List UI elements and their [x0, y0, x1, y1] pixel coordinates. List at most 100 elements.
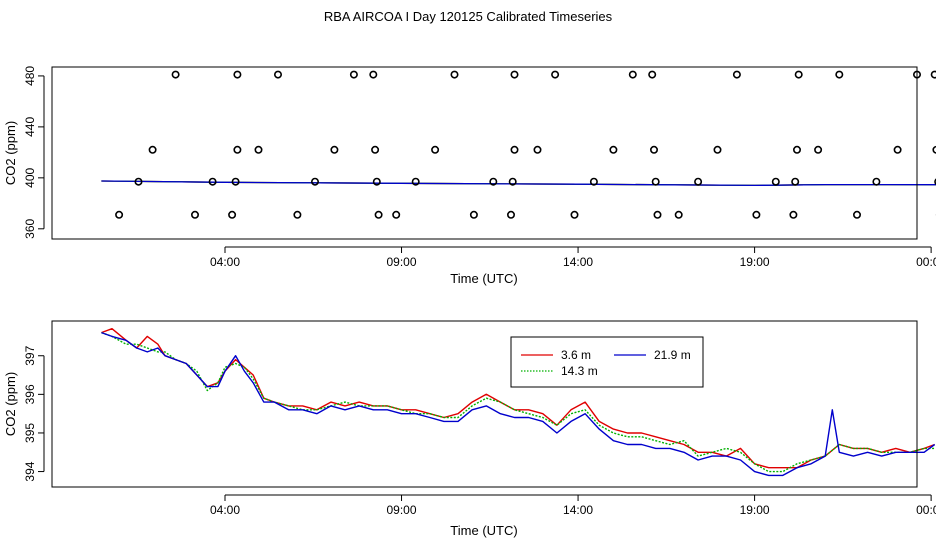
top-data-point [469, 210, 478, 219]
top-data-point [510, 70, 519, 79]
top-data-point [310, 177, 319, 186]
bottom-y-tick-label: 397 [23, 345, 37, 365]
legend-label-21-9m: 21.9 m [654, 348, 691, 362]
top-y-tick-label: 440 [23, 117, 37, 137]
top-x-tick-label: 14:00 [563, 255, 593, 269]
top-data-point [115, 210, 124, 219]
top-data-point [653, 210, 662, 219]
top-data-point [934, 178, 936, 186]
bottom-plot-area [101, 328, 936, 477]
top-data-point [628, 70, 637, 79]
top-y-tick-label: 400 [23, 168, 37, 188]
bottom-y-tick-label: 396 [23, 384, 37, 404]
top-data-point [506, 210, 515, 219]
top-data-point [713, 145, 722, 154]
bottom-y-axis-label: CO2 (ppm) [3, 372, 18, 436]
top-data-point [349, 70, 358, 79]
top-data-point [171, 70, 180, 79]
top-data-point [674, 210, 683, 219]
top-data-point [369, 70, 378, 79]
top-data-point [932, 145, 936, 154]
top-data-point [771, 177, 780, 186]
bottom-x-tick-label: 00:00 [916, 503, 936, 517]
top-data-point [649, 145, 658, 154]
top-data-point [233, 145, 242, 154]
top-data-point [609, 145, 618, 154]
top-data-point [489, 177, 498, 186]
legend: 3.6 m 21.9 m 14.3 m [510, 336, 704, 388]
top-y-axis-label: CO2 (ppm) [3, 121, 18, 185]
top-data-point [589, 177, 598, 186]
top-data-point [208, 177, 217, 186]
bottom-x-tick-label: 19:00 [740, 503, 770, 517]
top-data-point [330, 145, 339, 154]
top-data-point [431, 145, 440, 154]
top-data-point [450, 70, 459, 79]
bottom-series-3-6-mline [101, 328, 935, 469]
top-x-tick-label: 09:00 [387, 255, 417, 269]
top-data-point [570, 210, 579, 219]
bottom-y-tick-label: 395 [23, 423, 37, 443]
top-data-point [930, 70, 936, 79]
top-data-point [293, 210, 302, 219]
top-data-point [814, 145, 823, 154]
top-data-point [134, 177, 143, 186]
top-panel: 04:00 09:00 14:00 19:00 00:00 360 400 440 480 T… [3, 66, 936, 286]
top-data-point [392, 210, 401, 219]
top-x-axis-label: Time (UTC) [450, 271, 517, 286]
top-y-tick-label: 480 [23, 66, 37, 86]
bottom-panel: 04:00 09:00 14:00 19:00 00:00 394 395 396 397 T… [3, 320, 936, 538]
legend-box [510, 336, 704, 388]
top-plot-frame [51, 66, 918, 240]
bottom-y-tick-label: 394 [23, 461, 37, 481]
top-data-point [791, 177, 800, 186]
top-data-point [191, 210, 200, 219]
top-data-point [694, 177, 703, 186]
top-series-21-9-mline [101, 180, 936, 187]
top-data-point [893, 145, 902, 154]
legend-label-14-3m: 14.3 m [561, 364, 598, 378]
top-data-point [233, 70, 242, 79]
top-x-axis: 04:00 09:00 14:00 19:00 00:00 [210, 246, 936, 269]
top-data-point [411, 177, 420, 186]
bottom-x-tick-label: 09:00 [387, 503, 417, 517]
bottom-x-axis-label: Time (UTC) [450, 523, 517, 538]
bottom-series-14-3-mline [101, 331, 935, 473]
top-data-point [371, 145, 380, 154]
top-data-point [651, 177, 660, 186]
top-data-point [372, 177, 381, 186]
top-x-tick-label: 04:00 [210, 255, 240, 269]
top-data-point [231, 177, 240, 186]
figure-title: RBA AIRCOA I Day 120125 Calibrated Times… [324, 9, 613, 24]
top-data-point [872, 177, 881, 186]
top-plot-area [101, 70, 936, 219]
top-data-point [794, 70, 803, 79]
top-data-point [533, 145, 542, 154]
top-data-point [273, 70, 282, 79]
top-data-point [852, 210, 861, 219]
top-y-axis: 360 400 440 480 [23, 66, 45, 239]
bottom-plot-frame [51, 320, 918, 488]
top-data-point [792, 145, 801, 154]
top-data-point [510, 145, 519, 154]
bottom-x-axis: 04:00 09:00 14:00 19:00 00:00 [210, 494, 936, 517]
top-data-point [732, 70, 741, 79]
bottom-x-tick-label: 04:00 [210, 503, 240, 517]
top-data-point [254, 145, 263, 154]
top-data-point [648, 70, 657, 79]
top-y-tick-label: 360 [23, 218, 37, 238]
top-data-point [508, 177, 517, 186]
top-data-point [374, 210, 383, 219]
top-data-point [752, 210, 761, 219]
bottom-series-21-9-mline [101, 331, 936, 477]
legend-label-3-6m: 3.6 m [561, 348, 591, 362]
bottom-y-axis: 394 395 396 397 [23, 345, 45, 482]
top-data-point [835, 70, 844, 79]
top-data-point [551, 70, 560, 79]
top-x-tick-label: 00:00 [916, 255, 936, 269]
top-data-point [789, 210, 798, 219]
bottom-x-tick-label: 14:00 [563, 503, 593, 517]
top-data-point [148, 145, 157, 154]
top-data-point [228, 210, 237, 219]
